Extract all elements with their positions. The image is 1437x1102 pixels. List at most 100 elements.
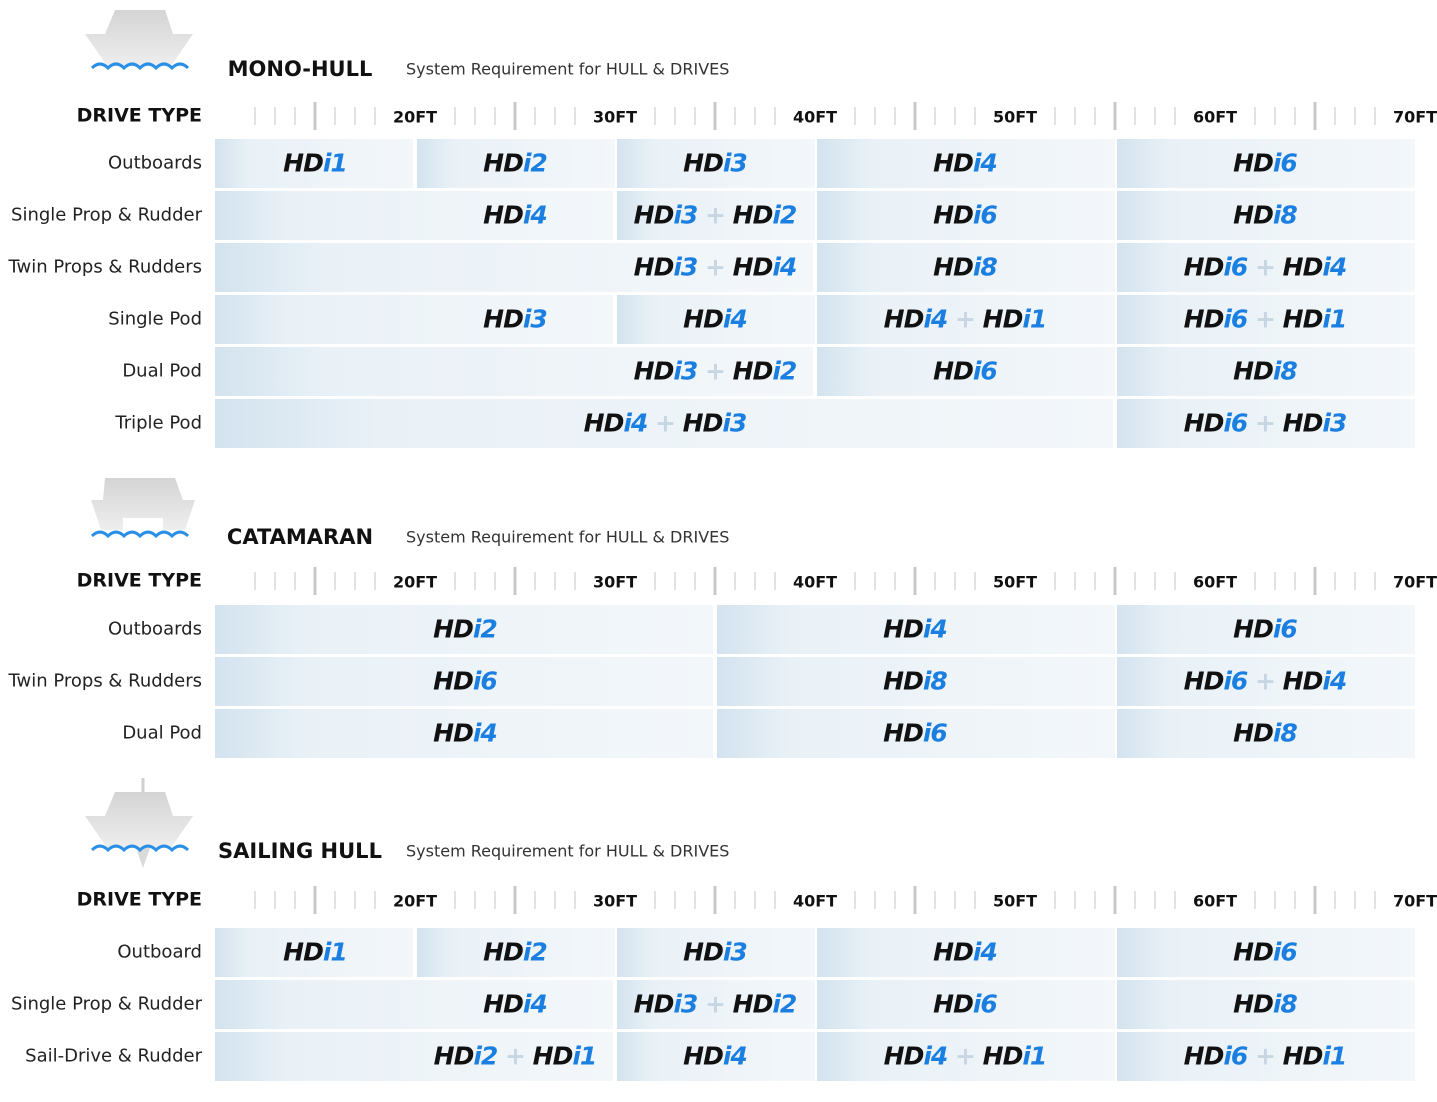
- ruler-label: 20FT: [393, 892, 437, 911]
- model-cell: HDi8: [1233, 719, 1297, 748]
- ruler-label: 20FT: [393, 573, 437, 592]
- drive-type-header: DRIVE TYPE: [77, 105, 202, 127]
- drive-label: Dual Pod: [122, 723, 202, 744]
- model-cell: HDi2: [433, 615, 497, 644]
- ruler-label: 50FT: [993, 892, 1037, 911]
- model-cell: HDi4: [483, 990, 547, 1019]
- cell-bg: [717, 709, 1115, 758]
- model-cell: HDi3: [483, 305, 547, 334]
- model-cell: HDi4: [483, 201, 547, 230]
- ruler-label: 60FT: [1193, 892, 1237, 911]
- cell-bg: [817, 191, 1115, 240]
- drive-type-header: DRIVE TYPE: [77, 570, 202, 592]
- drive-type-header: DRIVE TYPE: [77, 889, 202, 911]
- ruler-label: 30FT: [593, 573, 637, 592]
- cell-bg: [1117, 347, 1415, 396]
- cell-bg: [215, 657, 713, 706]
- cell-bg: [617, 928, 815, 977]
- ruler-label: 50FT: [993, 108, 1037, 127]
- model-cell: HDi4: [683, 1042, 747, 1071]
- model-cell: HDi8: [883, 667, 947, 696]
- model-cell: HDi6: [1233, 149, 1297, 178]
- cell-bg: [1117, 139, 1415, 188]
- cell-bg: [215, 139, 413, 188]
- drive-label: Dual Pod: [122, 361, 202, 382]
- cell-bg: [1117, 191, 1415, 240]
- cell-bg: [817, 980, 1115, 1029]
- model-cell: HDi6 + HDi1: [1184, 305, 1347, 334]
- cell-bg: [817, 928, 1115, 977]
- ruler-label: 20FT: [393, 108, 437, 127]
- boat: [85, 792, 193, 848]
- model-cell: HDi6: [1233, 615, 1297, 644]
- ruler-label: 30FT: [593, 892, 637, 911]
- model-cell: HDi1: [283, 938, 347, 967]
- model-cell: HDi4 + HDi3: [584, 409, 747, 438]
- cell-bg: [817, 1032, 1115, 1081]
- wave: [90, 530, 190, 539]
- drive-label: Single Prop & Rudder: [11, 994, 203, 1015]
- cell-bg: [717, 657, 1115, 706]
- ruler-label: 60FT: [1193, 573, 1237, 592]
- wave: [90, 62, 190, 71]
- cell-bg: [215, 709, 713, 758]
- model-cell: HDi4: [683, 305, 747, 334]
- boat: [85, 10, 193, 66]
- cell-bg: [1117, 295, 1415, 344]
- model-cell: HDi4: [933, 149, 997, 178]
- section-title: SAILING HULL: [218, 839, 382, 863]
- cell-bg: [1117, 1032, 1415, 1081]
- model-cell: HDi3 + HDi4: [634, 253, 797, 282]
- ruler-label: 70FT: [1393, 573, 1437, 592]
- cell-bg: [617, 139, 815, 188]
- cell-bg: [1117, 928, 1415, 977]
- cell-bg: [215, 243, 813, 292]
- cell-bg: [1117, 980, 1415, 1029]
- model-cell: HDi6: [883, 719, 947, 748]
- ruler-label: 70FT: [1393, 892, 1437, 911]
- cell-bg: [215, 399, 1113, 448]
- section-subtitle: System Requirement for HULL & DRIVES: [406, 842, 729, 861]
- boat: [91, 478, 195, 530]
- cell-bg: [1117, 657, 1415, 706]
- drive-label: Single Pod: [108, 309, 202, 330]
- cell-bg: [717, 605, 1115, 654]
- model-cell: HDi3: [683, 938, 747, 967]
- ruler-label: 40FT: [793, 892, 837, 911]
- cell-bg: [1117, 605, 1415, 654]
- model-cell: HDi8: [1233, 990, 1297, 1019]
- section-title: MONO-HULL: [228, 57, 373, 81]
- model-cell: HDi8: [1233, 201, 1297, 230]
- model-cell: HDi3 + HDi2: [634, 201, 797, 230]
- model-cell: HDi4: [933, 938, 997, 967]
- cell-bg: [1117, 399, 1415, 448]
- model-cell: HDi4: [433, 719, 497, 748]
- cell-bg: [617, 1032, 815, 1081]
- hull-icon: [90, 478, 195, 539]
- model-cell: HDi6: [933, 201, 997, 230]
- drive-label: Twin Props & Rudders: [7, 257, 202, 278]
- model-cell: HDi2: [483, 149, 547, 178]
- ruler-label: 60FT: [1193, 108, 1237, 127]
- cell-bg: [617, 295, 815, 344]
- cell-bg: [617, 980, 815, 1029]
- model-cell: HDi4 + HDi1: [884, 305, 1047, 334]
- cell-bg: [215, 295, 613, 344]
- cell-bg: [215, 191, 613, 240]
- wave: [90, 844, 190, 853]
- model-cell: HDi8: [1233, 357, 1297, 386]
- cell-bg: [417, 139, 615, 188]
- cell-bg: [215, 347, 813, 396]
- drive-label: Twin Props & Rudders: [7, 671, 202, 692]
- cell-bg: [215, 928, 413, 977]
- ruler-label: 40FT: [793, 573, 837, 592]
- keel: [136, 848, 150, 868]
- drive-label: Single Prop & Rudder: [11, 205, 203, 226]
- cell-bg: [1117, 243, 1415, 292]
- ruler-label: 50FT: [993, 573, 1037, 592]
- model-cell: HDi4: [883, 615, 947, 644]
- model-cell: HDi8: [933, 253, 997, 282]
- cell-bg: [817, 139, 1115, 188]
- section-subtitle: System Requirement for HULL & DRIVES: [406, 528, 729, 547]
